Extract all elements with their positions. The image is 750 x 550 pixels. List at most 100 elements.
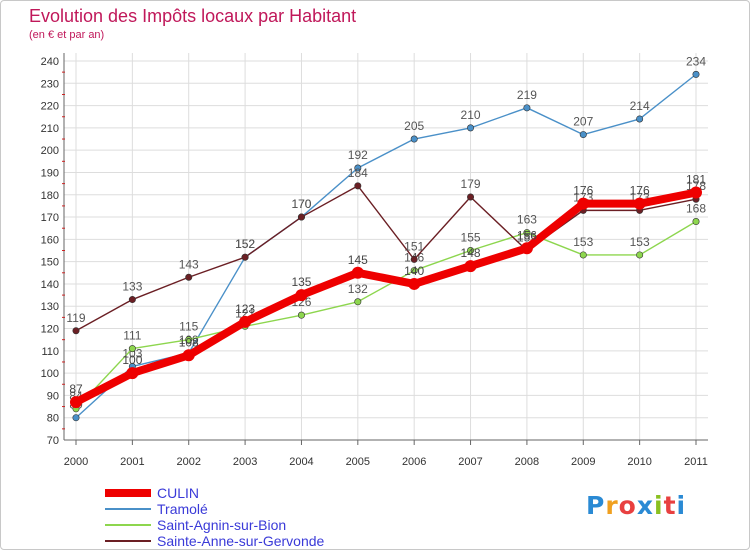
data-label: 214 [630, 99, 650, 113]
data-label: 153 [573, 235, 593, 249]
data-label: 234 [686, 54, 706, 68]
data-label: 184 [348, 166, 368, 180]
data-point [523, 229, 531, 237]
x-tick-label: 2006 [402, 456, 426, 468]
data-point [185, 336, 193, 344]
data-point [523, 104, 531, 112]
x-tick-label: 2002 [176, 456, 200, 468]
data-label: 170 [291, 197, 311, 211]
data-point [128, 296, 136, 304]
data-point [185, 273, 193, 281]
logo-letter: i [676, 491, 687, 520]
data-label: 133 [122, 280, 142, 294]
data-point [579, 251, 587, 259]
y-tick-label: 180 [41, 190, 59, 202]
logo-letter: P [586, 491, 606, 520]
data-point [692, 70, 700, 78]
proxiti-logo: Proxiti [586, 491, 686, 520]
data-label: 205 [404, 119, 424, 133]
logo-letter: t [663, 491, 677, 520]
data-point [72, 414, 80, 422]
data-point [128, 345, 136, 353]
logo-letter: i [654, 491, 664, 520]
data-label: 163 [517, 213, 537, 227]
series-line-1 [75, 220, 697, 410]
data-label: 181 [686, 173, 706, 187]
y-tick-label: 200 [41, 145, 59, 157]
y-tick-label: 160 [41, 234, 59, 246]
x-tick-label: 2003 [233, 456, 257, 468]
data-point [579, 131, 587, 139]
data-label: 152 [235, 237, 255, 251]
y-tick-label: 190 [41, 167, 59, 179]
chart-title: Evolution des Impôts locaux par Habitant [29, 6, 357, 26]
data-label: 192 [348, 148, 368, 162]
data-label: 152 [235, 237, 255, 251]
data-label: 210 [461, 108, 481, 122]
legend-label: CULIN [157, 485, 199, 501]
data-point [636, 115, 644, 123]
y-tick-label: 130 [41, 301, 59, 313]
data-label: 108 [179, 335, 199, 349]
data-point [70, 396, 82, 409]
x-tick-label: 2011 [684, 456, 708, 468]
data-label: 176 [630, 184, 650, 198]
logo-letter: o [618, 491, 637, 520]
data-label: 103 [122, 346, 142, 360]
data-label: 151 [404, 239, 424, 253]
y-tick-label: 230 [41, 78, 59, 90]
data-point [351, 266, 364, 279]
data-label: 111 [123, 329, 142, 343]
x-tick-label: 2001 [120, 456, 144, 468]
data-point [467, 193, 475, 201]
data-point [410, 135, 418, 143]
y-tick-label: 70 [47, 435, 59, 447]
data-point [692, 218, 700, 226]
data-label: 155 [461, 231, 481, 245]
x-tick-label: 2007 [458, 456, 482, 468]
y-tick-label: 100 [41, 368, 59, 380]
data-point [410, 255, 418, 263]
data-label: 176 [573, 184, 593, 198]
data-label: 123 [235, 302, 255, 316]
data-point [410, 267, 418, 275]
data-point [633, 197, 646, 210]
logo-letter: r [605, 491, 619, 520]
y-tick-label: 140 [41, 279, 59, 291]
data-point [72, 327, 80, 335]
data-point [126, 367, 139, 380]
data-point [690, 186, 702, 199]
legend-label: Saint-Agnin-sur-Bion [157, 517, 286, 533]
data-point [239, 315, 252, 328]
x-tick-label: 2008 [515, 456, 539, 468]
logo-letter: x [636, 491, 654, 520]
data-point [354, 298, 362, 306]
data-point [577, 197, 590, 210]
plot-area [64, 53, 708, 440]
data-label: 179 [461, 177, 481, 191]
data-label: 135 [291, 275, 311, 289]
data-point [241, 253, 249, 261]
data-point [354, 164, 362, 172]
data-point [520, 242, 533, 255]
data-label: 87 [69, 382, 83, 396]
data-label: 170 [291, 197, 311, 211]
legend-label: Tramolé [157, 501, 208, 517]
y-tick-label: 80 [47, 413, 59, 425]
y-tick-label: 220 [41, 101, 59, 113]
y-tick-label: 170 [41, 212, 59, 224]
data-point [295, 289, 308, 302]
data-label: 140 [404, 264, 424, 278]
legend-label: Sainte-Anne-sur-Gervonde [157, 533, 325, 549]
data-point [297, 311, 305, 319]
x-tick-label: 2004 [289, 456, 313, 468]
data-label: 156 [517, 228, 537, 242]
y-tick-label: 90 [47, 390, 59, 402]
x-tick-label: 2005 [346, 456, 370, 468]
x-tick-label: 2009 [571, 456, 595, 468]
x-tick-label: 2000 [64, 456, 88, 468]
data-label: 145 [348, 253, 368, 267]
data-label: 119 [66, 311, 85, 325]
